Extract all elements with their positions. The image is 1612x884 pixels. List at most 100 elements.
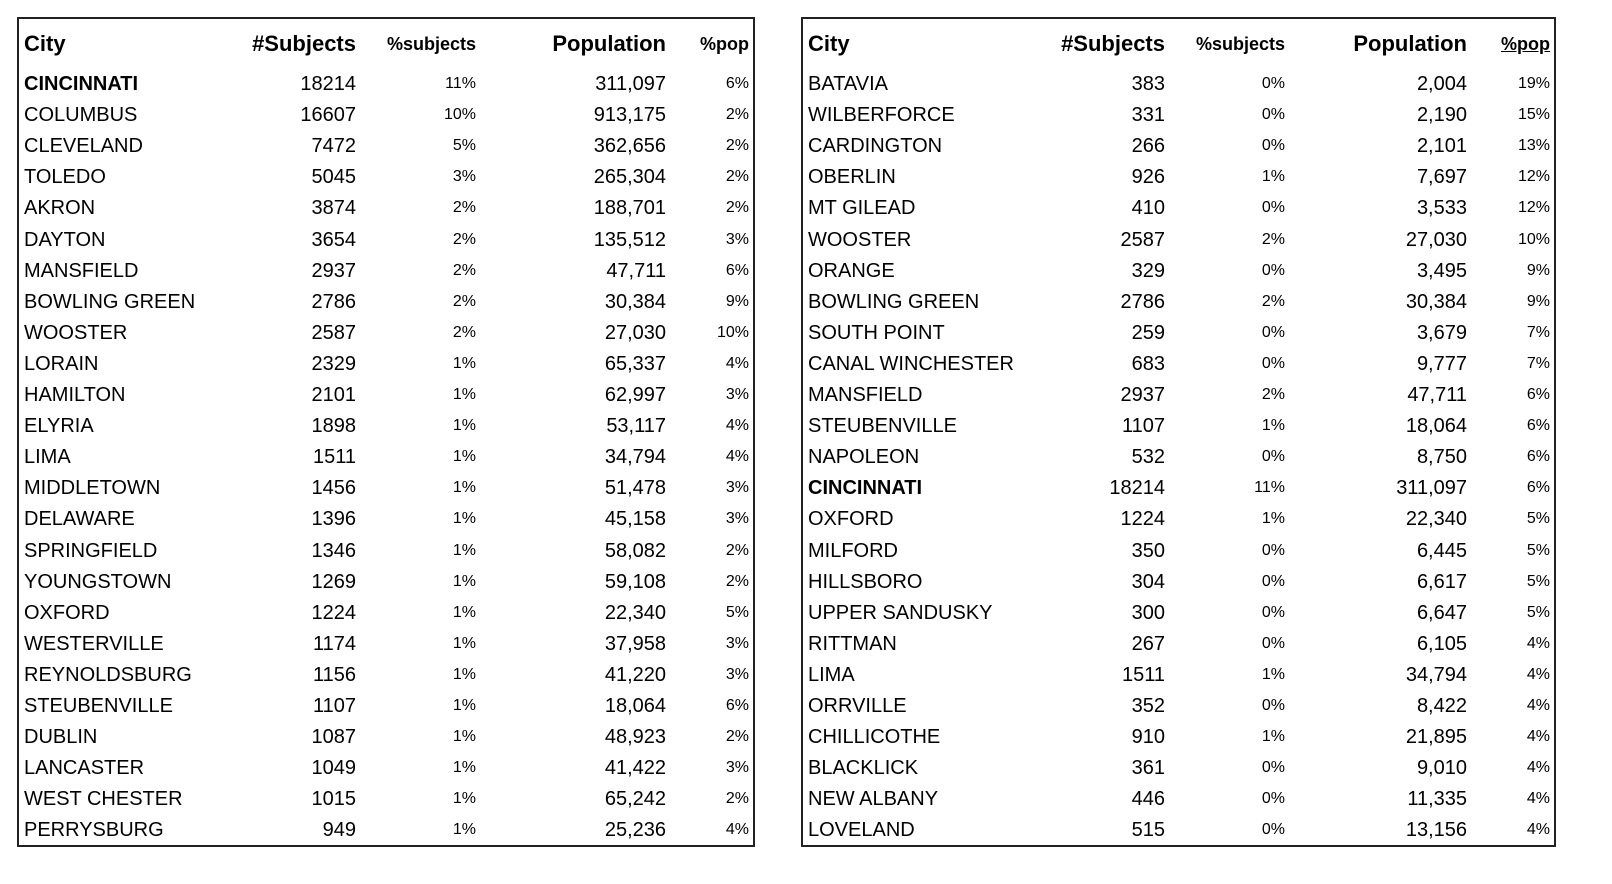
value-cell: 6,445 (1416, 539, 1467, 562)
column-header: Population (1353, 31, 1467, 56)
value-cell: 5% (1526, 510, 1550, 528)
city-cell: CINCINNATI (24, 73, 139, 95)
value-cell: 2786 (311, 290, 357, 313)
value-cell: 1% (1261, 417, 1285, 435)
value-cell: 34,794 (1405, 663, 1467, 686)
value-cell: 3,533 (1416, 197, 1467, 220)
city-cell: MILFORD (808, 539, 898, 562)
value-cell: 18214 (300, 73, 356, 95)
value-cell: 27,030 (1405, 228, 1467, 251)
value-cell: 4% (1526, 665, 1550, 683)
city-cell: DELAWARE (24, 508, 135, 531)
city-cell: HAMILTON (24, 384, 126, 406)
city-cell: CARDINGTON (808, 135, 943, 158)
value-cell: 3% (725, 230, 749, 248)
value-cell: 0% (1261, 75, 1285, 92)
value-cell: 267 (1131, 632, 1165, 655)
value-cell: 926 (1131, 166, 1165, 189)
value-cell: 304 (1131, 570, 1165, 593)
value-cell: 4% (725, 821, 749, 839)
value-cell: 6,617 (1416, 570, 1467, 593)
value-cell: 4% (1526, 697, 1550, 714)
value-cell: 37,958 (604, 632, 666, 655)
value-cell: 1% (452, 479, 476, 497)
value-cell: 2% (725, 728, 749, 746)
city-cell: DUBLIN (24, 726, 98, 749)
value-cell: 4% (1526, 821, 1550, 839)
value-cell: 4% (1526, 728, 1550, 746)
value-cell: 1511 (1121, 663, 1165, 686)
value-cell: 58,082 (604, 539, 666, 562)
value-cell: 9% (1526, 292, 1550, 310)
value-cell: 2% (1261, 230, 1285, 248)
value-cell: 1% (452, 790, 476, 808)
value-cell: 2% (452, 323, 476, 341)
value-cell: 65,337 (604, 352, 666, 375)
value-cell: 329 (1131, 259, 1165, 282)
value-cell: 2% (725, 572, 749, 590)
value-cell: 21,895 (1405, 726, 1467, 749)
value-cell: 10% (716, 323, 749, 341)
value-cell: 5% (452, 137, 476, 155)
column-header: City (808, 31, 850, 56)
column-header: %pop (1501, 34, 1550, 54)
value-cell: 59,108 (604, 570, 666, 593)
column-header: #Subjects (252, 31, 356, 56)
city-cell: OXFORD (24, 601, 110, 624)
value-cell: 3,495 (1416, 259, 1467, 282)
value-cell: 2% (725, 168, 749, 186)
value-cell: 2% (452, 199, 476, 217)
value-cell: 48,923 (604, 726, 666, 749)
value-cell: 135,512 (593, 228, 666, 251)
value-cell: 1% (452, 417, 476, 435)
city-cell: WOOSTER (24, 321, 128, 344)
city-cell: CHILLICOTHE (808, 726, 941, 749)
value-cell: 3% (725, 665, 749, 683)
value-cell: 18214 (1109, 477, 1165, 500)
value-cell: 4% (1526, 790, 1550, 808)
value-cell: 1049 (311, 757, 357, 780)
value-cell: 9,777 (1416, 352, 1467, 375)
value-cell: 910 (1131, 726, 1165, 749)
value-cell: 0% (1261, 572, 1285, 590)
city-cell: WEST CHESTER (24, 788, 183, 811)
value-cell: 1107 (312, 695, 356, 717)
value-cell: 27,030 (604, 321, 666, 344)
city-cell: MIDDLETOWN (24, 477, 161, 500)
value-cell: 1% (452, 572, 476, 590)
table-frame (17, 17, 755, 847)
value-cell: 2% (725, 541, 749, 559)
value-cell: 361 (1131, 757, 1165, 780)
value-cell: 683 (1131, 352, 1165, 375)
value-cell: 7% (1526, 323, 1550, 341)
value-cell: 266 (1131, 135, 1165, 158)
value-cell: 3874 (311, 197, 357, 220)
city-cell: LIMA (24, 446, 71, 469)
value-cell: 350 (1131, 539, 1165, 562)
value-cell: 8,422 (1416, 695, 1467, 717)
value-cell: 2786 (1120, 290, 1166, 313)
value-cell: 5% (1526, 541, 1550, 559)
value-cell: 7% (1526, 354, 1550, 372)
value-cell: 1224 (311, 601, 357, 624)
city-cell: MANSFIELD (24, 259, 139, 282)
value-cell: 1087 (311, 726, 357, 749)
value-cell: 913,175 (593, 104, 666, 127)
value-cell: 0% (1261, 634, 1285, 652)
value-cell: 1% (452, 665, 476, 683)
value-cell: 3% (725, 759, 749, 777)
value-cell: 2587 (1120, 228, 1166, 251)
city-cell: BLACKLICK (808, 757, 919, 780)
value-cell: 34,794 (604, 446, 666, 469)
city-cell: ORANGE (808, 259, 895, 282)
value-cell: 410 (1131, 197, 1165, 220)
city-cell: STEUBENVILLE (808, 415, 957, 438)
value-cell: 16607 (300, 104, 356, 127)
value-cell: 2937 (311, 259, 357, 282)
value-cell: 1% (452, 634, 476, 652)
value-cell: 331 (1131, 104, 1165, 127)
value-cell: 13,156 (1405, 819, 1467, 842)
value-cell: 383 (1131, 73, 1165, 95)
city-cell: BOWLING GREEN (24, 290, 196, 313)
value-cell: 6% (725, 261, 749, 279)
